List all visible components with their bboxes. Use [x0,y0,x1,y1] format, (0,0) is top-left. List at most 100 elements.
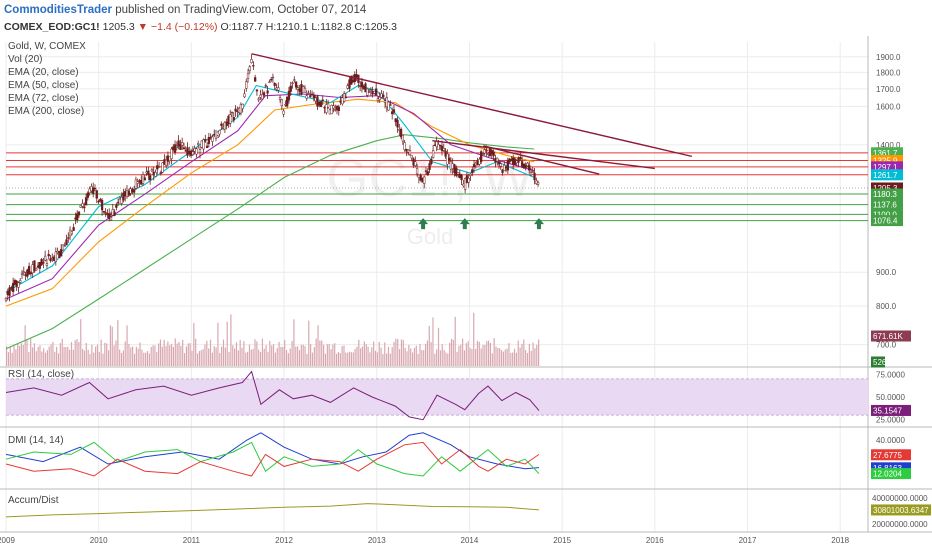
price-tag-bg [871,154,903,166]
volume-bar [135,346,137,366]
volume-bar [512,352,514,366]
legend-ema200[interactable]: EMA (200, close) [8,106,85,117]
candle-body [496,157,499,162]
price-tag-bg [871,161,903,173]
volume-bar [391,347,393,366]
volume-bar [526,352,529,366]
volume-bar [343,345,345,366]
volume-bar [322,344,325,366]
volume-bar [302,344,304,366]
legend-ema20[interactable]: EMA (20, close) [8,67,79,78]
legend-dmi[interactable]: DMI (14, 14) [8,435,64,446]
time-tick-label: 2013 [368,536,386,545]
volume-bar [24,325,26,366]
candle-body [378,96,381,100]
legend-ema50[interactable]: EMA (50, close) [8,80,79,91]
rsi-tag-bg [871,404,911,416]
price-tag: 1361.7 [873,149,898,158]
volume-bar [9,346,11,366]
volume-bar [89,353,91,366]
volume-bar [208,348,210,366]
author-name[interactable]: CommoditiesTrader [4,4,112,16]
ema-lines [5,84,535,350]
price-tag: 1076.4 [873,217,898,226]
candle-body [286,96,289,107]
volume-bar [478,341,480,366]
volume-bar [536,344,538,366]
chart-canvas[interactable]: GC1!, W Gold 1900.0 1800.0 1700.0 1600.0 140… [0,36,932,550]
legend-volume[interactable]: Vol (20) [8,54,43,65]
candle-body [95,190,98,199]
price-tag-bg [871,199,903,211]
candle-body [529,172,533,176]
volume-bar [230,314,232,366]
candle-body [414,161,417,166]
candle-body [497,161,501,165]
volume-bar [261,338,264,366]
volume-bar [211,352,213,366]
volume-bar [250,349,252,366]
volume-bar [72,349,74,366]
legend-rsi[interactable]: RSI (14, close) [8,369,75,380]
volume-bar [382,353,384,366]
candle-body [65,239,68,246]
candle-body [396,119,399,128]
volume-bar [424,343,427,366]
volume-bar [500,350,503,366]
volume-bar [384,342,386,366]
candle-body [289,85,292,92]
candle-body [312,94,316,99]
volume-bar [495,346,497,366]
candle-body [83,206,86,209]
candle-body [319,101,323,108]
volume-bar [380,347,382,366]
volume-bar [436,349,438,366]
volume-bar [28,352,30,366]
volume-bar [130,347,132,366]
volume-bar [46,350,48,366]
volume-bar [41,351,43,366]
candle-body [426,171,429,176]
volume-bar [460,344,462,366]
candle-body [44,255,47,261]
volume-bar [143,352,145,366]
price-tag-bg [871,147,903,159]
volume-bar [271,345,273,366]
volume-bar [493,338,495,366]
candle-body [205,145,209,148]
volume-bar [330,349,332,366]
candle-body [278,97,282,100]
volume-bar [284,339,286,366]
volume-bar [280,346,282,366]
dmi-tag-plus-bg [871,468,911,480]
volume-bar [328,343,330,366]
volume-bar [18,346,21,366]
volume-bar [232,345,234,366]
price-tick-label: 1900.0 [876,53,901,62]
volume-bar [137,348,139,366]
candle-body [113,211,116,216]
candle-body [419,174,422,181]
legend-main-series[interactable]: Gold, W, COMEX [8,41,86,52]
volume-bar [126,325,128,366]
dmi-tag-minus: 27.6775 [873,451,902,460]
candle-body [455,167,458,176]
volume-bar [258,349,260,366]
volume-bar [263,348,265,366]
volume-scale-tag-bg [871,356,885,368]
volume-bar [332,344,334,366]
volume-bar [324,353,327,366]
up-arrow-icon [533,218,544,230]
trendlines[interactable] [251,53,693,175]
legend-accum-dist[interactable]: Accum/Dist [8,495,59,506]
volume-bar [491,353,493,366]
volume-bar [13,344,15,366]
volume-bar [59,343,61,366]
volume-bar [239,339,241,366]
candle-body [27,266,31,275]
candle-body [122,192,125,201]
symbol-name[interactable]: COMEX_EOD:GC1! [4,21,100,33]
candle-body [447,157,451,161]
legend-ema72[interactable]: EMA (72, close) [8,93,79,104]
price-tag: 1297.1 [873,163,898,172]
